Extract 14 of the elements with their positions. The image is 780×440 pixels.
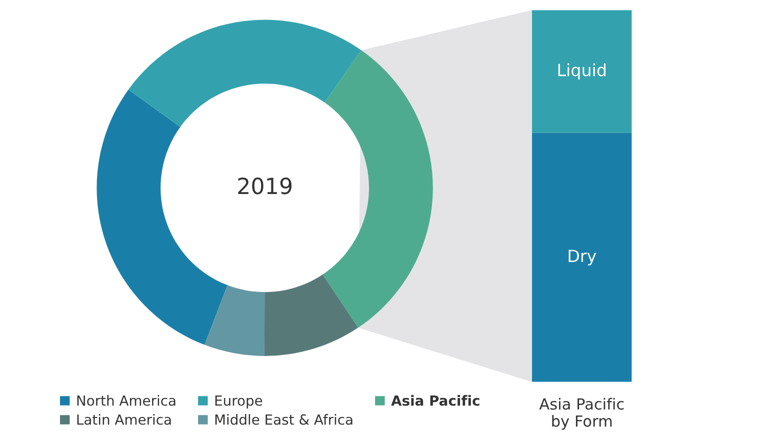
- legend-label: Europe: [215, 395, 262, 409]
- donut-slice: [322, 50, 433, 328]
- text: 2019: [238, 178, 292, 194]
- series-label: Dry: [568, 250, 596, 266]
- donut-slice: [128, 20, 362, 127]
- series-label: Liquid: [558, 63, 606, 80]
- legend-label: Middle East & Africa: [215, 414, 352, 425]
- legend-label: North America: [77, 395, 176, 406]
- donut-slice: [96, 90, 228, 345]
- donut-slice: [204, 285, 265, 356]
- x-axis-title: Asia Pacific by Form: [539, 398, 624, 430]
- legend-label: Asia Pacific: [391, 395, 480, 406]
- legend-label: Latin America: [77, 414, 171, 425]
- donut-slice: [264, 274, 358, 356]
